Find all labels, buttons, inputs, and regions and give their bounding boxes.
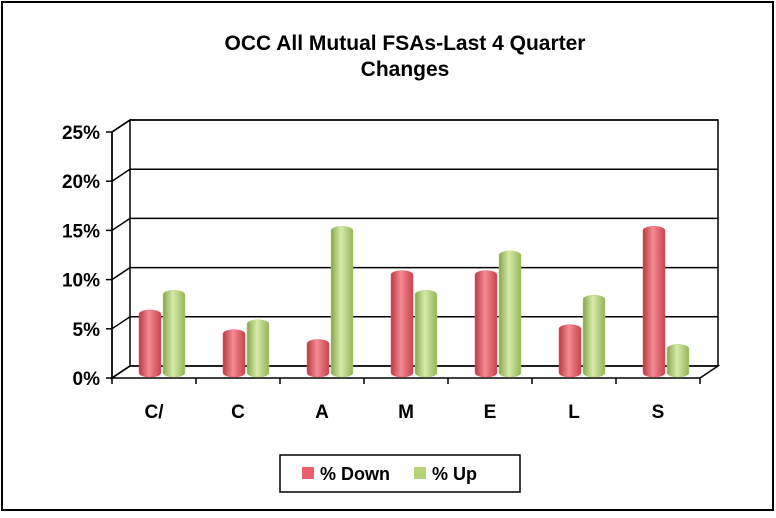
x-tick-label: L [568,402,580,423]
bar [642,226,666,378]
legend-label: % Up [432,464,477,484]
x-tick-label: M [398,402,414,423]
y-tick-label: 25% [62,123,100,144]
grid-line [111,365,718,379]
grid-line [111,217,718,232]
y-tick-label: 10% [62,271,100,292]
y-tick-label: 5% [73,320,101,341]
side-wall [111,118,131,380]
bar [330,226,354,378]
bar [414,290,438,378]
grid-line [111,168,718,182]
bar [138,309,162,378]
bar [162,290,186,378]
chart-title: OCC All Mutual FSAs-Last 4 Quarter Change… [225,32,586,81]
bar [582,294,606,378]
legend-box [279,454,521,493]
grid-line [111,266,718,281]
y-tick-label: 15% [62,221,100,242]
grid-line [111,119,718,133]
bar [558,324,582,378]
bar [222,329,246,378]
legend-label: % Down [320,464,390,484]
bar [306,339,330,378]
bar [498,250,522,378]
bar [390,270,414,378]
bar [474,270,498,378]
grid-line [111,316,718,330]
x-tick-label: C/ [145,402,165,423]
x-tick-label: S [652,402,665,423]
legend-swatch [302,467,314,479]
x-tick-label: A [315,402,329,423]
bar [246,319,270,378]
bar [666,344,690,378]
x-tick-label: E [484,402,497,423]
legend-swatch [414,467,426,479]
y-tick-label: 0% [73,369,101,390]
x-tick-label: C [231,402,245,423]
y-tick-label: 20% [62,172,100,193]
